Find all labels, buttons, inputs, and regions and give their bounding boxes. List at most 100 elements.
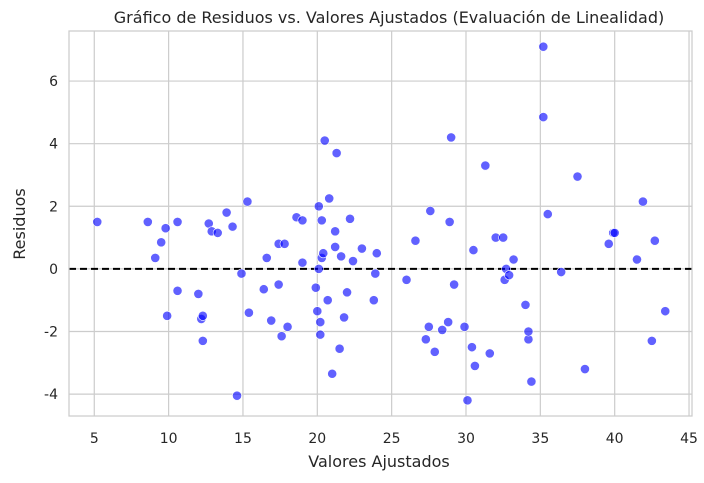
data-point bbox=[312, 306, 323, 317]
data-point bbox=[556, 267, 567, 277]
data-point bbox=[603, 238, 614, 249]
data-point bbox=[443, 317, 454, 327]
data-point bbox=[334, 343, 345, 354]
data-point bbox=[638, 196, 648, 207]
data-point bbox=[315, 329, 326, 340]
data-point bbox=[425, 206, 436, 216]
data-point bbox=[470, 361, 480, 371]
data-point bbox=[315, 317, 326, 327]
data-point bbox=[446, 132, 457, 143]
data-point bbox=[276, 331, 287, 342]
data-point bbox=[193, 289, 204, 299]
data-point bbox=[150, 253, 161, 263]
y-tick-label: 0 bbox=[49, 262, 58, 278]
data-point bbox=[266, 315, 277, 326]
data-point bbox=[401, 274, 412, 285]
data-points bbox=[92, 41, 671, 406]
data-point bbox=[480, 160, 491, 171]
data-point bbox=[318, 248, 329, 259]
data-point bbox=[538, 41, 549, 52]
data-point bbox=[227, 221, 238, 232]
data-point bbox=[297, 215, 308, 226]
data-point bbox=[313, 201, 324, 212]
x-axis-label: Valores Ajustados bbox=[308, 452, 449, 471]
data-point bbox=[313, 263, 324, 274]
data-point bbox=[331, 148, 342, 158]
data-point bbox=[142, 217, 153, 227]
chart-title: Gráfico de Residuos vs. Valores Ajustado… bbox=[114, 8, 664, 27]
data-point bbox=[197, 310, 208, 321]
data-point bbox=[429, 346, 440, 357]
data-point bbox=[319, 135, 330, 146]
plot-frame bbox=[68, 30, 693, 417]
data-point bbox=[342, 287, 352, 298]
x-tick-label: 20 bbox=[308, 431, 326, 447]
data-point bbox=[580, 364, 590, 374]
data-point bbox=[542, 209, 553, 220]
data-point bbox=[370, 268, 381, 279]
data-point bbox=[232, 390, 242, 401]
x-tick-label: 5 bbox=[90, 431, 99, 447]
data-point bbox=[410, 235, 421, 246]
data-point bbox=[632, 254, 642, 265]
data-point bbox=[660, 306, 671, 317]
x-tick-label: 45 bbox=[680, 431, 698, 447]
data-point bbox=[273, 279, 284, 290]
data-point bbox=[197, 335, 208, 346]
data-point bbox=[459, 321, 470, 332]
data-point bbox=[520, 299, 531, 310]
data-point bbox=[649, 235, 660, 246]
data-point bbox=[484, 348, 495, 359]
data-point bbox=[244, 307, 254, 318]
data-point bbox=[156, 237, 167, 248]
x-tick-label: 15 bbox=[234, 431, 252, 447]
data-point bbox=[523, 326, 534, 337]
data-point bbox=[330, 242, 341, 252]
y-tick-label: -2 bbox=[44, 324, 58, 340]
y-tick-label: 2 bbox=[49, 199, 58, 215]
data-point bbox=[162, 310, 173, 321]
data-point bbox=[282, 321, 293, 332]
data-point bbox=[498, 232, 509, 243]
data-point bbox=[368, 295, 379, 306]
data-point bbox=[279, 238, 290, 249]
data-point bbox=[467, 342, 477, 353]
x-tick-label: 10 bbox=[160, 431, 178, 447]
data-point bbox=[339, 312, 349, 323]
data-point bbox=[212, 227, 223, 238]
data-point bbox=[572, 171, 583, 182]
data-point bbox=[236, 268, 247, 279]
x-tick-label: 35 bbox=[531, 431, 549, 447]
data-point bbox=[345, 213, 355, 224]
data-point bbox=[348, 256, 358, 266]
data-point bbox=[646, 335, 657, 346]
data-point bbox=[336, 251, 346, 262]
data-point bbox=[92, 217, 103, 227]
data-point bbox=[437, 325, 448, 335]
data-point bbox=[172, 217, 183, 227]
x-tick-label: 40 bbox=[606, 431, 624, 447]
data-point bbox=[261, 253, 272, 263]
y-tick-labels: -4 -2 0 2 4 6 bbox=[44, 74, 58, 403]
data-point bbox=[449, 279, 460, 290]
data-point bbox=[297, 257, 308, 268]
y-tick-label: 4 bbox=[49, 137, 58, 153]
data-point bbox=[468, 245, 479, 256]
data-point bbox=[357, 243, 367, 254]
data-point bbox=[508, 254, 519, 265]
data-point bbox=[504, 270, 515, 281]
data-point bbox=[609, 227, 620, 238]
data-point bbox=[538, 112, 549, 122]
data-point bbox=[420, 334, 431, 345]
data-point bbox=[221, 207, 232, 218]
data-point bbox=[330, 226, 341, 237]
data-point bbox=[310, 282, 321, 293]
x-tick-label: 25 bbox=[383, 431, 401, 447]
y-tick-label: -4 bbox=[44, 387, 58, 403]
x-tick-labels: 5 10 15 20 25 30 35 40 45 bbox=[90, 431, 698, 447]
data-point bbox=[423, 321, 434, 332]
y-tick-label: 6 bbox=[49, 74, 58, 90]
data-point bbox=[327, 368, 338, 379]
